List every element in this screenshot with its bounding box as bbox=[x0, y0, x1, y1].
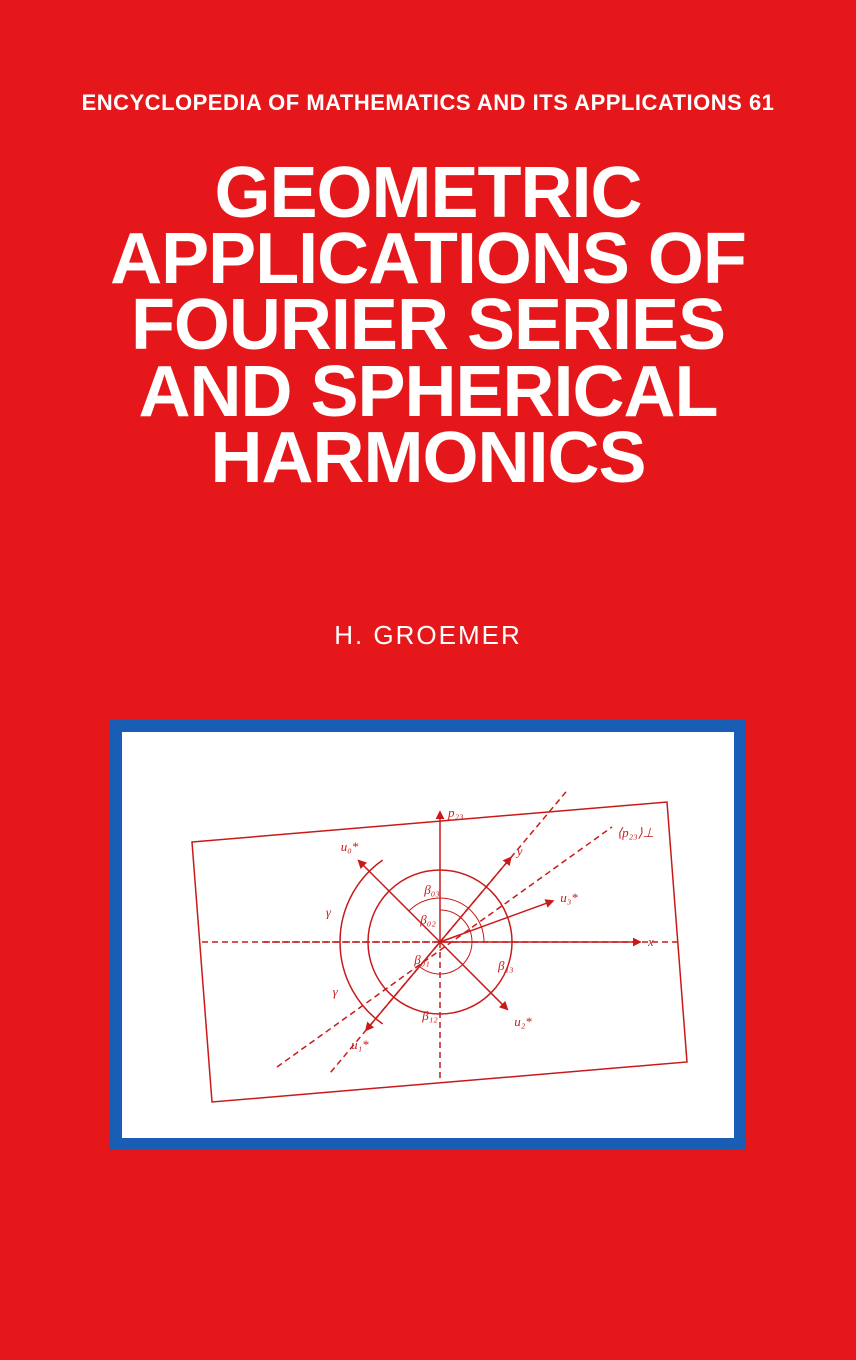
author: H. GROEMER bbox=[0, 620, 856, 651]
svg-text:β₀₁: β₀₁ bbox=[413, 952, 430, 967]
svg-text:u₂*: u₂* bbox=[514, 1014, 532, 1029]
svg-text:u₃*: u₃* bbox=[560, 890, 578, 905]
title-line-4: AND SPHERICAL bbox=[60, 359, 796, 425]
svg-text:x: x bbox=[647, 934, 654, 949]
svg-text:β₀₂: β₀₂ bbox=[419, 912, 436, 927]
svg-text:⟨p₂₃⟩⊥: ⟨p₂₃⟩⊥ bbox=[617, 825, 654, 840]
svg-text:y: y bbox=[515, 844, 523, 859]
book-title: GEOMETRIC APPLICATIONS OF FOURIER SERIES… bbox=[60, 160, 796, 491]
title-line-1: GEOMETRIC bbox=[60, 160, 796, 226]
svg-text:γ: γ bbox=[333, 984, 339, 999]
title-line-3: FOURIER SERIES bbox=[60, 292, 796, 358]
diagram-frame: ⟨p₂₃⟩⊥ p₂₃ x y u₀* u₁* u₂* u₃* β₀₃ β₀₂ β₀₁ β₁₂ β₁₃ γ γ bbox=[110, 720, 746, 1150]
series-header: ENCYCLOPEDIA OF MATHEMATICS AND ITS APPL… bbox=[0, 90, 856, 116]
title-line-2: APPLICATIONS OF bbox=[60, 226, 796, 292]
svg-text:u₁*: u₁* bbox=[351, 1037, 369, 1052]
svg-text:p₂₃: p₂₃ bbox=[447, 805, 464, 820]
title-line-5: HARMONICS bbox=[60, 425, 796, 491]
svg-text:β₁₃: β₁₃ bbox=[497, 958, 514, 973]
svg-text:β₁₂: β₁₂ bbox=[421, 1008, 438, 1023]
geometric-diagram: ⟨p₂₃⟩⊥ p₂₃ x y u₀* u₁* u₂* u₃* β₀₃ β₀₂ β₀₁ β₁₂ β₁₃ γ γ bbox=[122, 732, 734, 1138]
svg-text:u₀*: u₀* bbox=[341, 839, 359, 854]
svg-text:γ: γ bbox=[326, 904, 332, 919]
svg-text:β₀₃: β₀₃ bbox=[423, 882, 440, 897]
